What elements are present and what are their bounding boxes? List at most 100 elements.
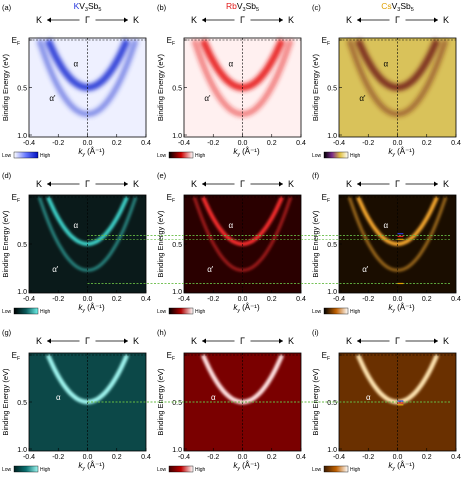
direction-gamma: Γ [240, 15, 245, 25]
arrow-left-head [357, 338, 361, 344]
colorbar-high-label: High [195, 153, 206, 159]
y-tick-label-ef: E [322, 36, 327, 45]
direction-gamma: Γ [395, 336, 400, 346]
x-tick-label: -0.4 [178, 454, 190, 461]
compound-title: CsV3Sb5 [381, 1, 414, 13]
colorbar-low-label: Low [2, 153, 12, 159]
arrow-left-head [357, 181, 361, 187]
direction-gamma: Γ [85, 179, 90, 189]
panel-label: (f) [312, 171, 320, 180]
arrow-left-head [357, 17, 361, 23]
y-axis-label: Binding Energy (eV) [156, 210, 165, 278]
colorbar-low-label: Low [2, 467, 12, 473]
x-tick-label: -0.4 [23, 454, 35, 461]
x-tick-label: 0.4 [296, 140, 306, 147]
y-tick-label: 1.0 [327, 133, 337, 140]
alpha-prime-label: α' [362, 265, 369, 274]
y-tick-label: 0.5 [17, 400, 27, 407]
colorbar-gradient [13, 307, 39, 315]
direction-left-k: K [36, 179, 42, 189]
arrow-left-head [202, 17, 206, 23]
direction-gamma: Γ [85, 336, 90, 346]
x-axis-label: ky (Å⁻¹) [78, 303, 105, 314]
y-tick-label: 0.5 [172, 400, 182, 407]
alpha-label: α [228, 221, 233, 230]
x-tick-label: -0.4 [333, 140, 345, 147]
direction-left-k: K [36, 336, 42, 346]
panel-label: (h) [157, 328, 167, 337]
x-tick-label: -0.2 [52, 454, 64, 461]
x-tick-label: 0.2 [267, 140, 277, 147]
colorbar-gradient [323, 465, 349, 473]
panel-label: (a) [2, 3, 12, 12]
panel-label: (d) [2, 171, 12, 180]
alpha-label: α [73, 221, 78, 230]
x-tick-label: -0.2 [362, 454, 374, 461]
x-axis-label: ky (Å⁻¹) [78, 461, 105, 472]
panel-axes: E F 0.5 1.0-0.4 -0.2 0.0 0.2 0.4 ky (Å⁻¹) Binding… [311, 193, 461, 314]
y-tick-label: 1.0 [17, 289, 27, 296]
alpha-prime-label: α' [207, 265, 214, 274]
direction-gamma: Γ [85, 15, 90, 25]
x-tick-label: -0.2 [362, 140, 374, 147]
x-tick-label: 0.2 [267, 454, 277, 461]
x-tick-label: 0.0 [238, 454, 248, 461]
y-tick-label: 0.5 [172, 86, 182, 93]
colorbar-gradient [323, 307, 349, 315]
panel-g: (g) K Γ Kα E F 0.5 1.0-0.4 -0.2 0.0 0.2 0.4 ky (Å⁻¹)… [1, 328, 151, 473]
x-axis-label: ky (Å⁻¹) [233, 461, 260, 472]
x-tick-label: 0.2 [422, 140, 432, 147]
y-tick-label-ef: E [167, 36, 172, 45]
panel-label: (b) [157, 3, 167, 12]
x-tick-label: -0.4 [333, 296, 345, 303]
arrow-left-head [202, 338, 206, 344]
y-tick-label-ef: E [167, 351, 172, 360]
alpha-prime-band [346, 39, 449, 117]
panel-axes: E F 0.5 1.0-0.4 -0.2 0.0 0.2 0.4 ky (Å⁻¹) Binding… [1, 193, 151, 314]
x-tick-label: 0.2 [112, 296, 122, 303]
compound-title: KV3Sb5 [74, 1, 102, 13]
colorbar-high-label: High [350, 153, 361, 159]
y-axis-label: Binding Energy (eV) [311, 53, 320, 121]
x-tick-label: -0.4 [23, 140, 35, 147]
arrow-right-head [124, 181, 128, 187]
y-axis-label: Binding Energy (eV) [311, 210, 320, 278]
arrow-right-head [124, 17, 128, 23]
colorbar-high-label: High [350, 467, 361, 473]
colorbar-high-label: High [40, 153, 51, 159]
colorbar-gradient [168, 465, 194, 473]
y-tick-label-ef-sub: F [327, 356, 330, 362]
arrow-left-head [47, 338, 51, 344]
panel-c: CsV3Sb5 (c) K Γ Kα α' E F 0.5 1.0-0.4 -0.2 0.0 0.2 0.… [311, 1, 461, 159]
panel-label: (c) [312, 3, 321, 12]
colorbar-low-label: Low [312, 309, 322, 315]
y-tick-label-ef: E [322, 351, 327, 360]
arrow-right-head [279, 338, 283, 344]
x-tick-label: 0.2 [267, 296, 277, 303]
x-tick-label: 0.4 [451, 454, 461, 461]
y-axis-label: Binding Energy (eV) [1, 53, 10, 121]
colorbar-low-label: Low [312, 467, 322, 473]
y-tick-label-ef-sub: F [17, 41, 20, 47]
x-tick-label: 0.0 [238, 296, 248, 303]
direction-left-k: K [346, 179, 352, 189]
direction-right-k: K [443, 15, 449, 25]
panel-axes: E F 0.5 1.0-0.4 -0.2 0.0 0.2 0.4 ky (Å⁻¹) Binding… [156, 36, 306, 158]
direction-gamma: Γ [240, 336, 245, 346]
x-tick-label: -0.2 [52, 296, 64, 303]
direction-right-k: K [133, 15, 139, 25]
panel-b: RbV3Sb5 (b) K Γ Kα α' E F 0.5 1.0-0.4 -0.2 0.0 0.2 0.… [156, 1, 306, 159]
colorbar-high-label: High [40, 309, 51, 315]
panel-d: (d) K Γ Kα α' E F 0.5 1.0-0.4 -0.2 0.0 0.2 0.4 ky (Å⁻… [1, 171, 151, 315]
x-tick-label: -0.2 [52, 140, 64, 147]
y-tick-label-ef-sub: F [327, 41, 330, 47]
colorbar-high-label: High [195, 467, 206, 473]
direction-left-k: K [191, 336, 197, 346]
